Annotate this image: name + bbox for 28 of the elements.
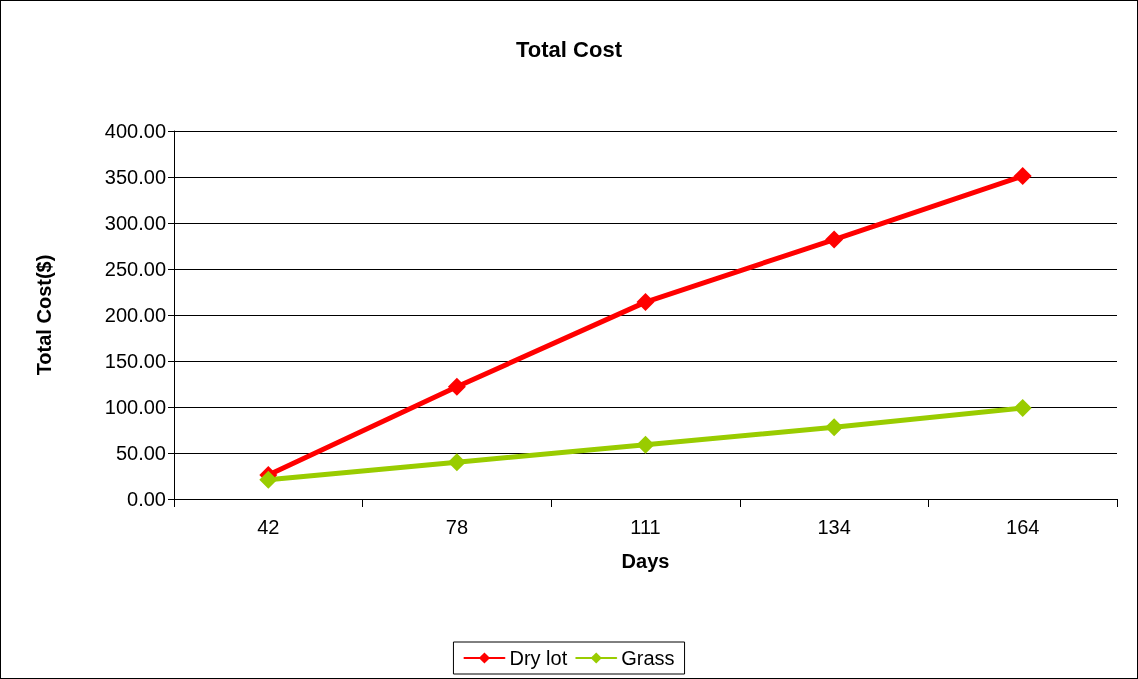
y-tick-label: 50.00	[115, 442, 166, 464]
point	[825, 418, 844, 437]
x-tick-label: 111	[630, 516, 661, 538]
y-tick-label: 100.00	[104, 396, 166, 418]
chart-title: Total Cost	[516, 36, 623, 62]
x-tick-label: 42	[257, 516, 280, 538]
point	[1013, 398, 1032, 417]
y-axis-title: Total Cost($)	[33, 254, 55, 376]
y-tick-label: 350.00	[104, 166, 166, 188]
point	[636, 293, 655, 312]
legend-label: Dry lot	[509, 647, 568, 669]
point	[825, 230, 844, 249]
legend-label: Grass	[621, 647, 675, 669]
y-tick-label: 0.00	[127, 488, 166, 510]
x-tick-label: 134	[817, 516, 851, 538]
x-tick-label: 164	[1006, 516, 1040, 538]
y-tick-label: 400.00	[104, 120, 166, 142]
x-tick-label: 78	[445, 516, 469, 538]
y-tick-label: 300.00	[104, 212, 166, 234]
point	[1013, 167, 1032, 186]
y-tick-label: 250.00	[104, 258, 166, 280]
y-tick-label: 200.00	[104, 304, 166, 326]
y-tick-label: 150.00	[104, 350, 166, 372]
point	[259, 470, 278, 489]
point	[636, 435, 655, 454]
x-axis-title: Days	[621, 550, 670, 572]
point	[447, 453, 466, 472]
point	[447, 377, 466, 396]
